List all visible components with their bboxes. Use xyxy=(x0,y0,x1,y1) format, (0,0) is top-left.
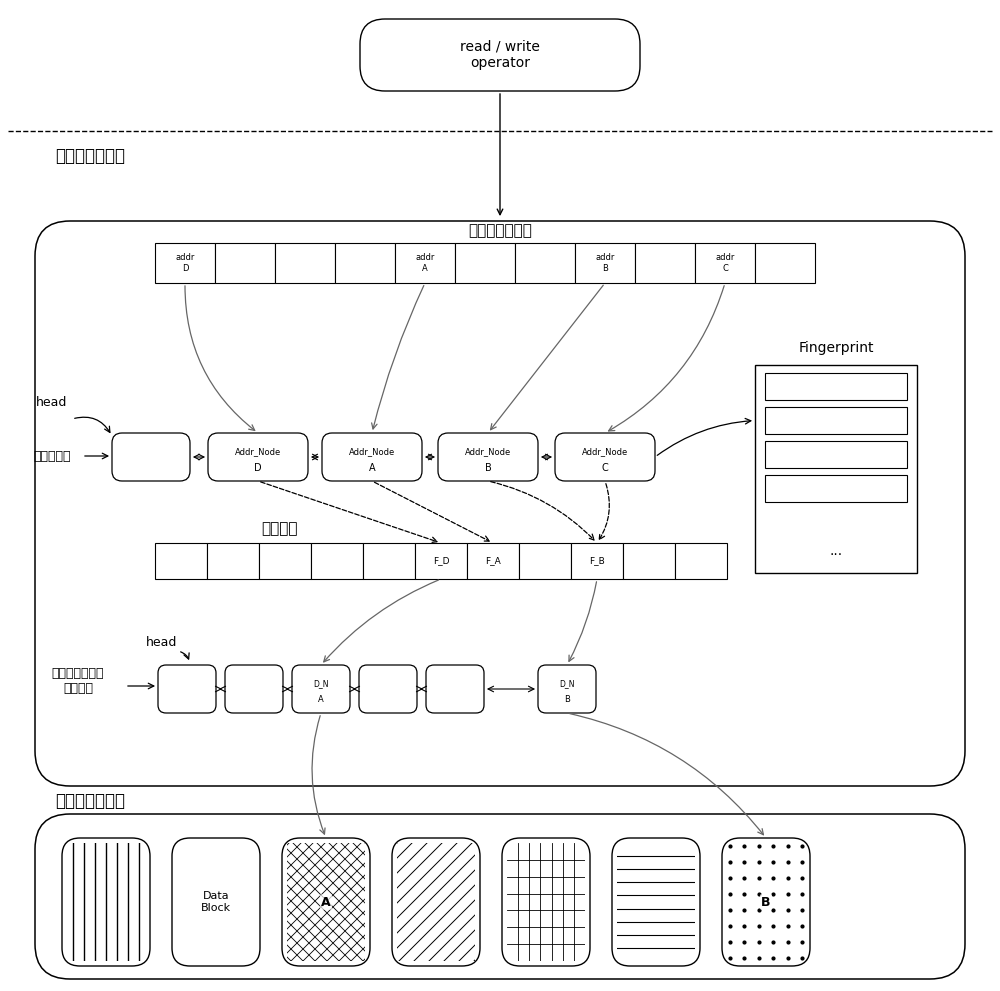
FancyBboxPatch shape xyxy=(225,665,283,713)
FancyBboxPatch shape xyxy=(438,433,538,481)
FancyBboxPatch shape xyxy=(359,665,417,713)
Bar xyxy=(275,243,335,283)
Text: D_N: D_N xyxy=(313,679,329,688)
Bar xyxy=(415,543,467,579)
Text: 指纹索引: 指纹索引 xyxy=(262,521,298,536)
FancyBboxPatch shape xyxy=(360,19,640,91)
FancyBboxPatch shape xyxy=(612,838,700,966)
Text: addr
D: addr D xyxy=(175,254,195,273)
Bar xyxy=(155,243,215,283)
Bar xyxy=(755,243,815,283)
Text: F_B: F_B xyxy=(589,557,605,566)
FancyBboxPatch shape xyxy=(112,433,190,481)
Bar xyxy=(623,543,675,579)
Text: addr
A: addr A xyxy=(415,254,435,273)
Text: ...: ... xyxy=(829,544,843,558)
Bar xyxy=(765,373,907,400)
Bar xyxy=(575,243,635,283)
Text: Data
Block: Data Block xyxy=(201,891,231,913)
FancyBboxPatch shape xyxy=(158,665,216,713)
Text: 源地址映射索引: 源地址映射索引 xyxy=(468,224,532,239)
Text: 数据块管理模块: 数据块管理模块 xyxy=(55,792,125,810)
Text: 唯一数据块缓存
地址管理: 唯一数据块缓存 地址管理 xyxy=(52,667,104,695)
Bar xyxy=(207,543,259,579)
FancyBboxPatch shape xyxy=(35,221,965,786)
Text: Addr_Node: Addr_Node xyxy=(235,447,281,456)
Bar xyxy=(765,475,907,502)
Bar xyxy=(765,407,907,434)
FancyBboxPatch shape xyxy=(555,433,655,481)
FancyBboxPatch shape xyxy=(35,814,965,979)
Bar xyxy=(765,441,907,468)
FancyBboxPatch shape xyxy=(172,838,260,966)
Bar xyxy=(467,543,519,579)
Text: Addr_Node: Addr_Node xyxy=(465,447,511,456)
FancyBboxPatch shape xyxy=(282,838,370,966)
Bar xyxy=(363,543,415,579)
Text: C: C xyxy=(602,463,608,473)
FancyBboxPatch shape xyxy=(62,838,150,966)
Text: Fingerprint: Fingerprint xyxy=(798,341,874,355)
Bar xyxy=(455,243,515,283)
Text: head: head xyxy=(36,396,68,409)
Text: Addr_Node: Addr_Node xyxy=(349,447,395,456)
FancyBboxPatch shape xyxy=(208,433,308,481)
Text: B: B xyxy=(761,896,771,909)
Text: read / write
operator: read / write operator xyxy=(460,40,540,70)
Text: F_A: F_A xyxy=(485,557,501,566)
Text: 源地址管理: 源地址管理 xyxy=(33,450,71,463)
Bar xyxy=(395,243,455,283)
Bar xyxy=(675,543,727,579)
FancyBboxPatch shape xyxy=(722,838,810,966)
Bar xyxy=(215,243,275,283)
Text: A: A xyxy=(321,896,331,909)
Bar xyxy=(571,543,623,579)
Bar xyxy=(695,243,755,283)
FancyBboxPatch shape xyxy=(502,838,590,966)
Text: B: B xyxy=(485,463,491,473)
Text: A: A xyxy=(318,695,324,704)
FancyBboxPatch shape xyxy=(292,665,350,713)
Text: A: A xyxy=(369,463,375,473)
Bar xyxy=(155,543,207,579)
FancyBboxPatch shape xyxy=(426,665,484,713)
Bar xyxy=(635,243,695,283)
Bar xyxy=(515,243,575,283)
FancyBboxPatch shape xyxy=(392,838,480,966)
Text: F_D: F_D xyxy=(433,557,449,566)
Text: D: D xyxy=(254,463,262,473)
FancyBboxPatch shape xyxy=(322,433,422,481)
Text: Addr_Node: Addr_Node xyxy=(582,447,628,456)
Text: B: B xyxy=(564,695,570,704)
Bar xyxy=(311,543,363,579)
Bar xyxy=(335,243,395,283)
Text: addr
C: addr C xyxy=(715,254,735,273)
Text: 元数据管理模块: 元数据管理模块 xyxy=(55,147,125,165)
Text: addr
B: addr B xyxy=(595,254,615,273)
Bar xyxy=(755,365,917,573)
Text: head: head xyxy=(146,636,178,649)
Text: D_N: D_N xyxy=(559,679,575,688)
Bar xyxy=(259,543,311,579)
Bar xyxy=(519,543,571,579)
FancyBboxPatch shape xyxy=(538,665,596,713)
